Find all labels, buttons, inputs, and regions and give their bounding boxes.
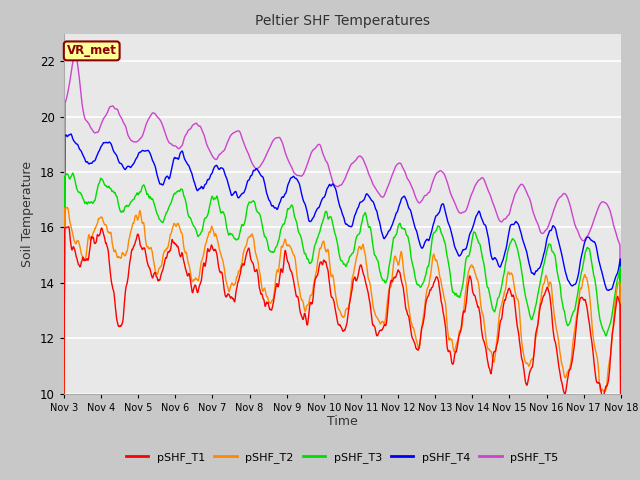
pSHF_T3 (331, 231, 339, 237)
Line: pSHF_T5: pSHF_T5 (64, 56, 621, 406)
pSHF_T4 (316, 202, 324, 207)
Title: Peltier SHF Temperatures: Peltier SHF Temperatures (255, 14, 430, 28)
pSHF_T5 (617, 403, 625, 408)
pSHF_T1 (601, 388, 609, 394)
pSHF_T5 (60, 385, 68, 391)
pSHF_T4 (331, 185, 339, 191)
pSHF_T1 (499, 308, 506, 313)
pSHF_T3 (316, 227, 324, 233)
pSHF_T1 (331, 305, 339, 311)
pSHF_T5 (601, 200, 609, 205)
pSHF_T3 (499, 277, 506, 283)
pSHF_T2 (601, 388, 609, 394)
pSHF_T3 (60, 371, 68, 377)
pSHF_T4 (60, 401, 68, 407)
pSHF_T4 (89, 159, 97, 165)
pSHF_T2 (89, 231, 97, 237)
pSHF_T5 (499, 218, 506, 224)
pSHF_T3 (601, 331, 609, 336)
pSHF_T2 (499, 298, 506, 303)
pSHF_T1 (617, 448, 625, 454)
pSHF_T4 (617, 392, 625, 398)
pSHF_T2 (601, 388, 609, 394)
pSHF_T1 (60, 403, 68, 408)
Line: pSHF_T4: pSHF_T4 (64, 134, 621, 404)
X-axis label: Time: Time (327, 415, 358, 429)
pSHF_T4 (601, 281, 609, 287)
Line: pSHF_T3: pSHF_T3 (64, 173, 621, 427)
pSHF_T3 (68, 170, 76, 176)
pSHF_T3 (601, 330, 609, 336)
pSHF_T5 (331, 182, 339, 188)
pSHF_T2 (617, 436, 625, 442)
pSHF_T1 (316, 259, 324, 265)
pSHF_T2 (63, 204, 70, 210)
pSHF_T3 (89, 200, 97, 206)
pSHF_T4 (499, 258, 506, 264)
pSHF_T2 (60, 390, 68, 396)
pSHF_T5 (316, 143, 324, 148)
pSHF_T5 (89, 128, 97, 133)
Legend: pSHF_T1, pSHF_T2, pSHF_T3, pSHF_T4, pSHF_T5: pSHF_T1, pSHF_T2, pSHF_T3, pSHF_T4, pSHF… (122, 447, 563, 467)
pSHF_T4 (601, 280, 609, 286)
pSHF_T4 (67, 131, 75, 137)
Y-axis label: Soil Temperature: Soil Temperature (21, 161, 35, 266)
pSHF_T1 (65, 224, 72, 229)
pSHF_T5 (72, 53, 79, 59)
pSHF_T1 (601, 387, 609, 393)
pSHF_T1 (89, 235, 97, 240)
pSHF_T5 (601, 200, 609, 205)
Line: pSHF_T2: pSHF_T2 (64, 207, 621, 439)
pSHF_T3 (617, 424, 625, 430)
pSHF_T2 (316, 246, 324, 252)
Line: pSHF_T1: pSHF_T1 (64, 227, 621, 451)
Text: VR_met: VR_met (67, 44, 116, 58)
pSHF_T2 (331, 288, 339, 294)
